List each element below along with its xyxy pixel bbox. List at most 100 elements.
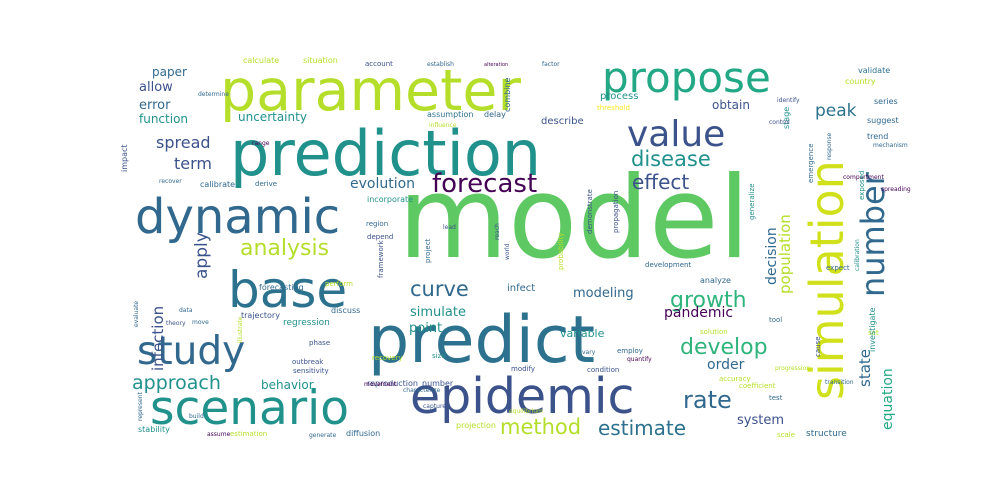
word-term: term	[174, 154, 212, 173]
word-trajectory: trajectory	[241, 311, 280, 320]
word-perform: perform	[325, 280, 353, 288]
word-growth: growth	[670, 288, 747, 313]
word-validate: validate	[858, 66, 890, 75]
word-predict: predict	[368, 303, 595, 378]
word-series: series	[874, 97, 898, 106]
word-derive: derive	[255, 180, 277, 188]
word-allow: allow	[139, 80, 173, 95]
word-apply: apply	[192, 232, 212, 279]
word-projection: projection	[456, 421, 496, 430]
word-process: process	[600, 91, 638, 102]
word-value: value	[627, 114, 725, 155]
word-effect: effect	[632, 170, 689, 194]
word-establish: establish	[427, 61, 454, 68]
word-spreading: spreading	[881, 186, 911, 193]
word-calibrate: calibrate	[200, 180, 235, 189]
word-world: world	[504, 243, 511, 260]
word-population: population	[776, 214, 794, 294]
word-factor: factor	[542, 61, 560, 68]
word-compartment: compartment	[843, 174, 884, 181]
word-generalize: generalize	[748, 183, 756, 220]
word-employ: employ	[617, 347, 643, 355]
word-number: number	[854, 171, 892, 297]
word-assume: assume	[207, 431, 231, 438]
word-discuss: discuss	[331, 306, 360, 315]
word-impact: impact	[120, 144, 129, 172]
word-modify: modify	[511, 365, 535, 373]
word-behavior: behavior	[261, 378, 314, 392]
word-dynamic: dynamic	[135, 189, 340, 245]
word-probability: probability	[557, 233, 565, 270]
word-response: response	[826, 132, 833, 160]
word-theory: theory	[166, 320, 186, 327]
word-state: state	[856, 349, 874, 387]
word-decision: decision	[764, 227, 780, 285]
word-represent: represent	[137, 392, 144, 421]
word-condition: condition	[587, 366, 619, 374]
word-error: error	[139, 98, 171, 113]
word-order: order	[707, 357, 745, 373]
word-build: build	[189, 413, 204, 420]
word-estimation: estimation	[230, 430, 267, 438]
word-forecasting: forecasting	[259, 283, 304, 292]
word-infect: infect	[507, 283, 535, 294]
word-epidemic: epidemic	[410, 368, 634, 425]
word-uncertainty: uncertainty	[238, 110, 307, 124]
word-obtain: obtain	[712, 98, 750, 112]
word-combine: combine	[503, 78, 512, 112]
word-structure: structure	[806, 429, 847, 439]
word-identify: identify	[777, 97, 800, 104]
word-progression: progression	[775, 365, 810, 372]
word-describe: describe	[541, 116, 584, 127]
word-model: model	[398, 152, 750, 284]
word-determine: determine	[198, 91, 229, 98]
word-evaluate: evaluate	[133, 301, 140, 327]
word-exposed: exposed	[858, 171, 866, 200]
word-country: country	[845, 77, 876, 86]
word-modeling: modeling	[573, 286, 634, 301]
word-range: range	[252, 140, 270, 147]
word-trend: trend	[867, 132, 888, 141]
word-account: account	[365, 60, 393, 68]
word-paper: paper	[152, 65, 187, 79]
word-regression: regression	[283, 318, 330, 328]
word-peak: peak	[815, 101, 857, 121]
word-equation: equation	[880, 368, 896, 430]
word-scenario: scenario	[150, 381, 349, 436]
word-depend: depend	[367, 233, 393, 241]
word-alteration: alteration	[484, 62, 508, 68]
word-approach: approach	[132, 372, 221, 394]
word-framework: framework	[377, 239, 385, 278]
word-function: function	[139, 112, 188, 126]
word-method: method	[500, 415, 581, 439]
word-stage: stage	[782, 107, 791, 129]
word-forecast: forecast	[432, 169, 537, 199]
word-sensitivity: sensitivity	[293, 367, 329, 375]
word-pandemic: pandemic	[664, 305, 733, 321]
word-transition: transition	[825, 379, 854, 386]
word-lead: lead	[443, 224, 456, 231]
word-diffusion: diffusion	[346, 429, 380, 438]
word-move: move	[192, 319, 209, 326]
word-situation: situation	[303, 56, 338, 65]
word-recovery: recovery	[372, 354, 403, 362]
word-tool: tool	[769, 316, 782, 324]
word-spread: spread	[156, 133, 211, 152]
word-prediction: prediction	[230, 117, 541, 190]
word-investigate: investigate	[868, 307, 877, 352]
word-quantify: quantify	[627, 356, 652, 363]
word-assumption: assumption	[427, 110, 474, 119]
word-simulation: simulation	[800, 160, 854, 400]
word-solution: solution	[700, 328, 728, 336]
word-influence: influence	[429, 122, 457, 129]
word-develop: develop	[680, 335, 768, 360]
word-stability: stability	[138, 425, 170, 434]
word-capture: capture	[423, 403, 446, 410]
word-evolution: evolution	[350, 176, 415, 192]
word-generate: generate	[309, 432, 336, 439]
word-study: study	[137, 329, 245, 374]
word-phase: phase	[309, 339, 330, 347]
word-rate: rate	[683, 386, 732, 414]
word-calibration: calibration	[854, 239, 861, 271]
word-estimate: estimate	[598, 416, 686, 440]
